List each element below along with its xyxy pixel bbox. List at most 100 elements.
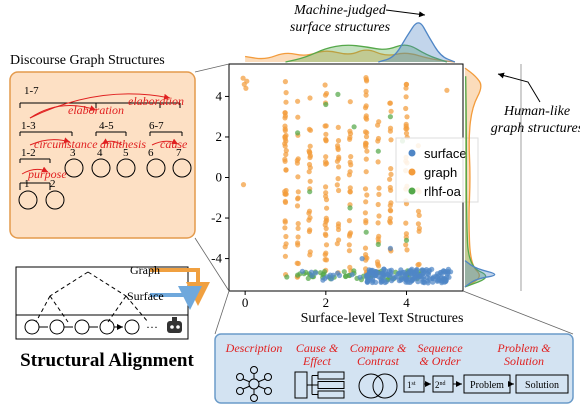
legend-label-rlhf-oa: rlhf-oa [424, 184, 462, 199]
y-tick-label: 0 [216, 170, 223, 185]
point-graph [335, 146, 341, 153]
marginal-x-line-surface [378, 22, 456, 63]
annotation-machine-line1: Machine-judged [293, 3, 387, 18]
marginal-x-density [244, 22, 456, 63]
point-graph [388, 166, 394, 172]
point-graph [364, 192, 370, 198]
leaf-node-3 [64, 158, 84, 178]
structure-label-sequence-order-2: & Order [419, 354, 461, 368]
point-graph [295, 156, 301, 162]
point-graph [282, 156, 288, 162]
relation-label-antithesis: antithesis [100, 137, 146, 151]
point-graph [283, 151, 289, 158]
point-graph [283, 90, 289, 96]
leaf-nodes [18, 158, 192, 210]
point-graph [282, 128, 288, 134]
point-graph [347, 169, 353, 175]
point-surface [386, 273, 392, 279]
point-surface [420, 279, 426, 285]
graph-flow-label: Graph [130, 263, 160, 277]
point-graph [347, 189, 353, 195]
point-surface [309, 273, 315, 279]
point-graph [387, 176, 393, 182]
sequence-order-icon [403, 375, 462, 393]
point-graph [363, 75, 369, 81]
point-surface [419, 267, 425, 273]
structure-label-sequence-order-1: Sequence [417, 341, 463, 355]
node-label-4-5: 4-5 [99, 120, 114, 132]
token-node-2 [49, 319, 65, 335]
zoom-line-bottom [194, 237, 230, 292]
point-graph [336, 187, 342, 194]
point-surface [444, 271, 450, 277]
point-graph [403, 85, 409, 91]
point-surface [424, 270, 431, 277]
point-graph [307, 178, 313, 184]
point-graph [283, 99, 289, 105]
zoom-line-left [214, 290, 230, 335]
point-graph [403, 81, 410, 87]
point-graph [295, 225, 301, 231]
point-graph [346, 218, 352, 224]
point-surface [299, 268, 305, 274]
point-rlhf-oa [347, 205, 353, 211]
cause-effect-icon [294, 371, 345, 399]
x-axis-label: Surface-level Text Structures [301, 311, 464, 326]
point-graph [363, 134, 370, 140]
point-graph [346, 248, 352, 254]
point-graph [307, 215, 313, 221]
point-graph [375, 138, 381, 144]
point-graph [375, 201, 381, 208]
relation-arrows [21, 93, 179, 175]
point-graph [323, 137, 329, 143]
alignment-panel: ··· Graph Surface Structural Alignment [15, 263, 210, 371]
point-graph [240, 182, 247, 188]
robot-icon [167, 317, 182, 333]
point-surface [380, 275, 386, 281]
marginal-y-density [464, 67, 496, 288]
point-graph [244, 78, 250, 84]
point-surface [441, 268, 447, 274]
point-graph [323, 250, 329, 256]
point-graph [336, 154, 342, 160]
node-label-2: 2 [50, 178, 56, 190]
scatter-chart: 0 2 4 4 2 0 -2 -4 Surface-level Text Structures… [211, 3, 580, 326]
point-rlhf-oa [403, 237, 410, 243]
node-labels: 1-7 1-3 4-5 6-7 1-2 3 4 5 6 7 1 2 [21, 85, 182, 190]
point-graph [403, 121, 409, 127]
point-rlhf-oa [295, 272, 301, 278]
point-graph [387, 220, 393, 226]
point-graph [403, 105, 409, 112]
point-surface [313, 270, 319, 276]
point-graph [306, 169, 312, 175]
point-graph [295, 114, 301, 120]
point-surface [364, 272, 370, 278]
relation-label-purpose: purpose [27, 167, 67, 181]
node-label-4: 4 [97, 147, 103, 159]
point-graph [324, 217, 330, 223]
point-graph [335, 176, 341, 182]
point-surface [364, 279, 371, 285]
alignment-title: Structural Alignment [20, 350, 194, 371]
annotation-machine-arrow [385, 9, 426, 18]
point-graph [347, 99, 353, 105]
annotation-human-line1: Human-like [503, 104, 570, 119]
point-graph [295, 174, 301, 180]
node-label-1: 1 [24, 178, 30, 190]
point-graph [388, 137, 394, 143]
point-rlhf-oa [307, 189, 313, 195]
structure-label-problem-solution-1: Problem & [496, 341, 551, 355]
point-rlhf-oa [284, 274, 290, 280]
point-graph [323, 131, 329, 137]
compare-contrast-icon [358, 373, 398, 399]
y-tick-label: 4 [216, 88, 223, 103]
point-rlhf-oa [295, 130, 301, 136]
point-graph [387, 125, 394, 131]
point-graph [348, 154, 354, 160]
solution-box-label: Solution [525, 380, 559, 391]
relation-labels: elaboration elaboration circumstance ant… [27, 94, 188, 181]
point-graph [282, 123, 288, 129]
point-graph [295, 242, 301, 248]
structure-label-description: Description [225, 341, 283, 355]
point-graph [336, 164, 342, 170]
